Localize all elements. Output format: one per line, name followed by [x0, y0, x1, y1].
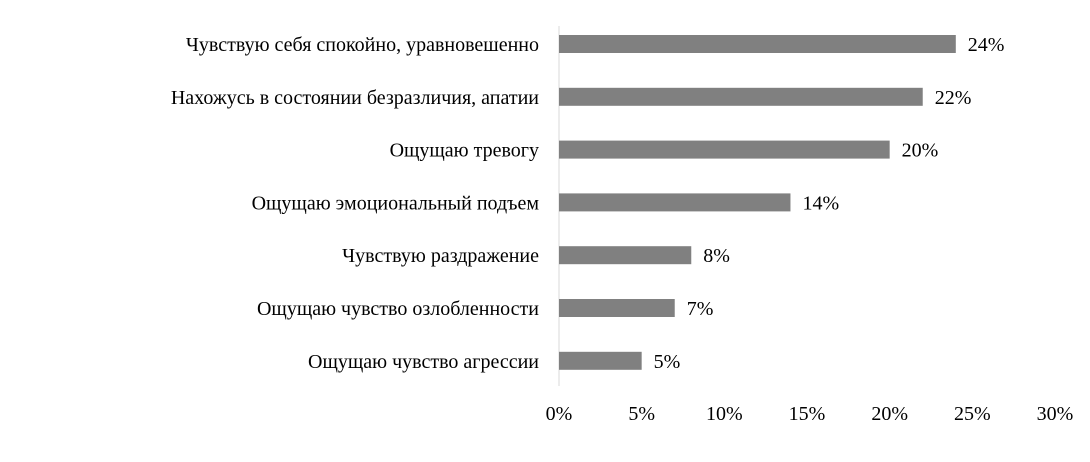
x-tick-label: 5%	[628, 403, 655, 425]
value-label: 24%	[968, 34, 1005, 56]
bar	[559, 246, 692, 265]
bar	[559, 351, 642, 370]
x-tick-label: 25%	[954, 403, 991, 425]
bar	[559, 87, 923, 106]
x-tick-labels-group: 0% 5% 10% 15% 20% 25% 30%	[546, 403, 1074, 425]
category-label: Нахожусь в состоянии безразличия, апатии	[171, 87, 539, 109]
x-tick-label: 30%	[1037, 403, 1074, 425]
category-label: Ощущаю чувство агрессии	[308, 351, 539, 373]
x-tick-label: 0%	[546, 403, 573, 425]
value-label: 22%	[935, 87, 972, 109]
value-labels-group: 24% 22% 20% 14% 8% 7% 5%	[654, 34, 1005, 373]
x-tick-label: 15%	[789, 403, 826, 425]
category-labels-group: Чувствую себя спокойно, уравновешенно Нах…	[171, 34, 539, 373]
category-label: Чувствую себя спокойно, уравновешенно	[186, 34, 539, 56]
category-label: Чувствую раздражение	[342, 245, 539, 267]
bar	[559, 299, 675, 317]
category-label: Ощущаю тревогу	[390, 140, 539, 162]
value-label: 14%	[802, 192, 839, 214]
category-label: Ощущаю эмоциональный подъем	[252, 192, 540, 214]
value-label: 5%	[654, 351, 681, 373]
bars-group	[559, 35, 956, 370]
value-label: 8%	[703, 245, 730, 267]
bar	[559, 140, 890, 159]
x-tick-label: 20%	[871, 403, 908, 425]
bar	[559, 193, 791, 212]
x-tick-label: 10%	[706, 403, 743, 425]
value-label: 7%	[687, 298, 714, 320]
value-label: 20%	[902, 140, 939, 162]
bar	[559, 35, 956, 53]
category-label: Ощущаю чувство озлобленности	[257, 298, 539, 320]
